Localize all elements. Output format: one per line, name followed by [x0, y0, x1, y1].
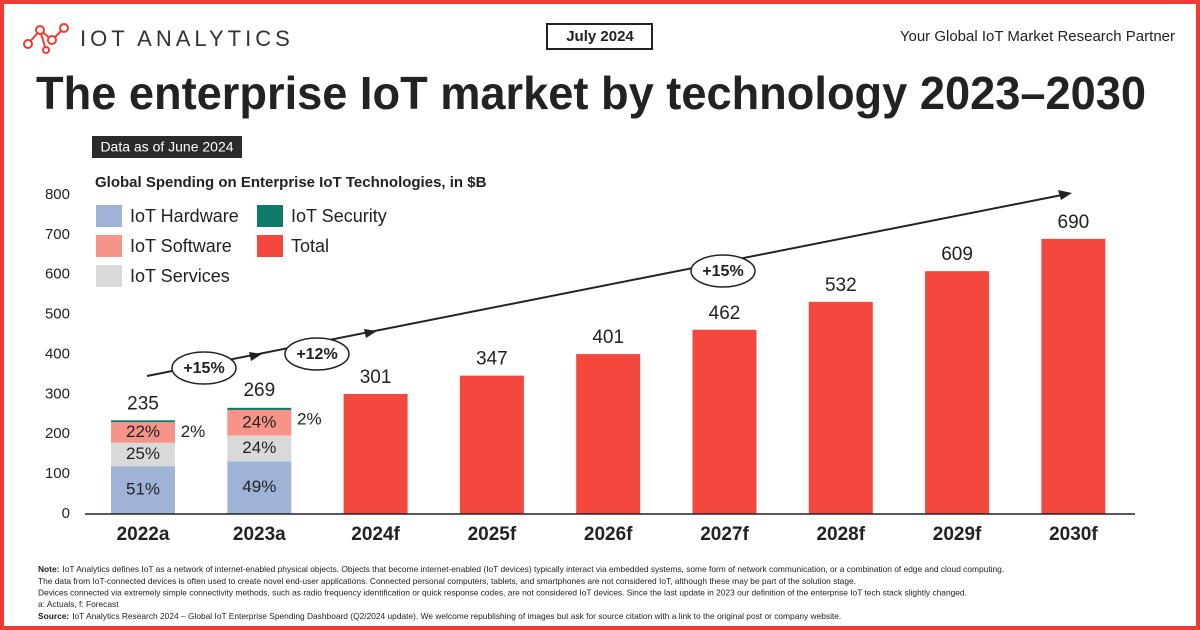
- stack-segment: [227, 409, 292, 436]
- chart-subtitle: Global Spending on Enterprise IoT Techno…: [95, 174, 487, 191]
- source-text: IoT Analytics Research 2024 – Global IoT…: [72, 611, 841, 621]
- data-as-of-box: [92, 136, 242, 158]
- total-bar: [808, 301, 873, 514]
- total-label: 347: [476, 349, 508, 370]
- y-tick-label: 700: [45, 226, 70, 243]
- legend-swatch: [96, 265, 122, 287]
- legend-label: IoT Hardware: [130, 206, 239, 226]
- tagline: Your Global IoT Market Research Partner: [900, 28, 1175, 45]
- legend-label: IoT Software: [130, 236, 232, 256]
- legend-label: IoT Services: [130, 266, 230, 286]
- segment-label: 2%: [297, 409, 322, 428]
- x-tick-label: 2023a: [233, 524, 286, 545]
- segment-label: 49%: [242, 477, 276, 496]
- total-bar: [576, 354, 641, 514]
- legend-swatch: [96, 205, 122, 227]
- x-tick-label: 2028f: [816, 524, 865, 545]
- x-tick-label: 2022a: [117, 524, 170, 545]
- y-tick-label: 600: [45, 266, 70, 283]
- x-tick-label: 2024f: [351, 524, 400, 545]
- total-label: 690: [1058, 212, 1090, 233]
- segment-label: 24%: [242, 412, 276, 431]
- segment-label: 24%: [242, 438, 276, 457]
- y-tick-label: 200: [45, 425, 70, 442]
- x-tick-label: 2029f: [933, 524, 982, 545]
- total-label: 462: [709, 303, 741, 324]
- note-text: Devices connected via extremely simple c…: [38, 588, 967, 598]
- note-text: IoT Analytics defines IoT as a network o…: [62, 564, 1004, 574]
- headline: The enterprise IoT market by technology …: [36, 67, 1146, 119]
- annotation-bubble: [690, 254, 756, 288]
- total-label: 609: [941, 244, 973, 265]
- y-tick-label: 500: [45, 306, 70, 323]
- stack-segment: [227, 435, 292, 462]
- source: Source: IoT Analytics Research 2024 – Glo…: [38, 611, 841, 621]
- logo-icon: [23, 23, 69, 54]
- source-label: Source:: [38, 611, 69, 621]
- total-bar: [459, 375, 524, 514]
- annotation-bubble: [171, 351, 237, 385]
- segment-label: 25%: [126, 444, 160, 463]
- annotation: +15%: [702, 263, 743, 280]
- legend-swatch: [257, 205, 283, 227]
- x-tick-label: 2027f: [700, 524, 749, 545]
- y-tick-label: 300: [45, 385, 70, 402]
- segment-label: 22%: [126, 422, 160, 441]
- note-text: a: Actuals, f: Forecast: [38, 599, 119, 609]
- stack-segment: [111, 442, 175, 467]
- total-bar: [925, 271, 990, 514]
- note-label: Note:: [38, 564, 59, 574]
- legend-label: IoT Security: [291, 206, 387, 226]
- total-bar: [692, 329, 757, 514]
- note-text: The data from IoT-connected devices is o…: [38, 576, 856, 586]
- x-tick-label: 2030f: [1049, 524, 1098, 545]
- y-tick-label: 100: [45, 465, 70, 482]
- total-label: 235: [127, 393, 159, 414]
- data-as-of: Data as of June 2024: [100, 139, 233, 155]
- legend-label: Total: [291, 236, 329, 256]
- total-label: 269: [243, 380, 275, 401]
- stack-segment: [111, 420, 175, 423]
- x-tick-label: 2026f: [584, 524, 633, 545]
- annotation: +15%: [183, 360, 224, 377]
- date-box: [546, 23, 653, 50]
- legend-swatch: [257, 235, 283, 257]
- stack-segment: [227, 461, 292, 514]
- date: July 2024: [566, 28, 634, 45]
- total-label: 532: [825, 275, 857, 296]
- annotation-bubble: [284, 337, 350, 371]
- annotation: +12%: [296, 346, 337, 363]
- y-tick-label: 400: [45, 345, 70, 362]
- stack-segment: [227, 407, 292, 410]
- total-label: 301: [360, 367, 392, 388]
- total-bar: [1041, 238, 1106, 515]
- x-tick-label: 2025f: [468, 524, 517, 545]
- segment-label: 2%: [181, 422, 206, 441]
- segment-label: 51%: [126, 480, 160, 499]
- logo-text: IOT ANALYTICS: [80, 26, 294, 51]
- stack-segment: [111, 466, 175, 514]
- legend-swatch: [96, 235, 122, 257]
- y-tick-label: 0: [62, 505, 70, 522]
- stack-segment: [111, 422, 175, 443]
- total-bar: [343, 393, 408, 514]
- note: Note: IoT Analytics defines IoT as a netw…: [38, 564, 1004, 574]
- y-tick-label: 800: [45, 186, 70, 203]
- total-label: 401: [592, 327, 624, 348]
